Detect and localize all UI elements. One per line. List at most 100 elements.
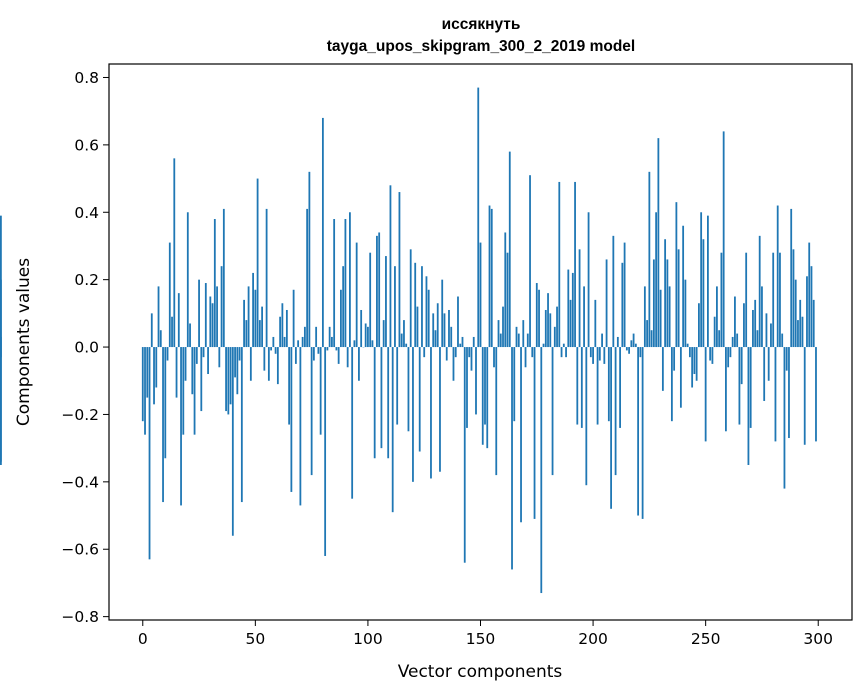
bar xyxy=(448,309,450,348)
bar xyxy=(668,286,671,348)
bar xyxy=(670,347,673,422)
bar xyxy=(281,303,284,348)
bar xyxy=(517,333,520,348)
bar xyxy=(470,347,473,371)
x-tick-label: 200 xyxy=(578,630,608,648)
bar xyxy=(204,283,207,348)
bar xyxy=(238,347,241,361)
bar xyxy=(240,347,243,503)
bar xyxy=(664,239,667,348)
bar xyxy=(391,347,394,513)
bar xyxy=(209,296,212,348)
bar xyxy=(506,252,509,348)
bar xyxy=(249,347,252,381)
bar xyxy=(619,347,621,428)
bar xyxy=(580,347,583,428)
bar xyxy=(236,347,239,395)
bar xyxy=(704,347,707,442)
bar xyxy=(168,242,171,348)
y-tick-label: 0.0 xyxy=(74,339,99,357)
bar xyxy=(571,272,574,348)
bar xyxy=(736,333,739,348)
bar xyxy=(688,347,691,358)
bar xyxy=(587,212,590,348)
bar xyxy=(616,336,619,348)
bar xyxy=(743,303,745,348)
bar xyxy=(225,347,227,412)
bar xyxy=(403,320,405,348)
bar xyxy=(171,316,173,348)
bar xyxy=(245,320,248,348)
bar xyxy=(698,303,700,348)
bar xyxy=(610,347,612,509)
bar xyxy=(371,340,374,348)
bar xyxy=(756,330,759,348)
bar xyxy=(495,347,498,476)
bar xyxy=(502,306,504,348)
bar xyxy=(637,347,640,516)
bar xyxy=(177,293,180,348)
bar xyxy=(317,347,320,354)
y-tick-label: −0.4 xyxy=(61,473,99,491)
bar xyxy=(285,309,288,348)
bar xyxy=(598,347,601,361)
bar xyxy=(0,347,2,358)
bar xyxy=(164,347,167,459)
bar xyxy=(279,316,282,348)
x-tick-label: 50 xyxy=(245,630,265,648)
bar xyxy=(639,347,642,358)
bar xyxy=(220,266,223,348)
bar xyxy=(709,347,712,361)
bar xyxy=(306,208,309,348)
bar xyxy=(673,347,676,371)
bar xyxy=(560,347,563,358)
bar xyxy=(459,343,462,348)
bar xyxy=(312,347,315,361)
bar xyxy=(643,286,646,348)
bar xyxy=(490,208,493,348)
bar xyxy=(776,205,779,348)
bar-series xyxy=(0,87,817,594)
bar xyxy=(484,347,486,425)
bar xyxy=(770,323,772,348)
bar xyxy=(661,347,664,391)
bar xyxy=(430,347,432,479)
bar xyxy=(729,347,732,358)
bar xyxy=(468,347,471,358)
bar xyxy=(326,347,329,351)
bar xyxy=(274,347,277,354)
bar xyxy=(360,309,363,348)
bar xyxy=(479,242,482,348)
bar xyxy=(247,286,250,348)
bar xyxy=(549,313,552,348)
bar xyxy=(513,347,516,422)
bar xyxy=(441,279,444,348)
bar xyxy=(308,171,311,348)
bar xyxy=(655,212,658,348)
bar xyxy=(213,219,216,348)
bar xyxy=(265,208,268,348)
bar xyxy=(144,347,146,435)
bar xyxy=(466,347,468,428)
bar xyxy=(477,87,480,348)
bar xyxy=(256,178,259,348)
bar xyxy=(652,259,655,348)
bar xyxy=(567,269,570,348)
bar xyxy=(328,326,331,348)
bar xyxy=(725,347,727,432)
x-tick-label: 150 xyxy=(466,630,496,648)
bar xyxy=(810,266,813,348)
bar xyxy=(409,249,412,348)
bar xyxy=(191,347,194,395)
bar xyxy=(603,347,606,364)
bar xyxy=(511,347,513,570)
bar xyxy=(303,326,306,348)
bar xyxy=(193,347,196,435)
bar xyxy=(412,347,414,482)
bar xyxy=(405,343,408,348)
y-tick-label: 0.8 xyxy=(74,69,99,87)
bar xyxy=(621,262,624,348)
bar xyxy=(439,347,441,472)
bar xyxy=(493,347,495,368)
